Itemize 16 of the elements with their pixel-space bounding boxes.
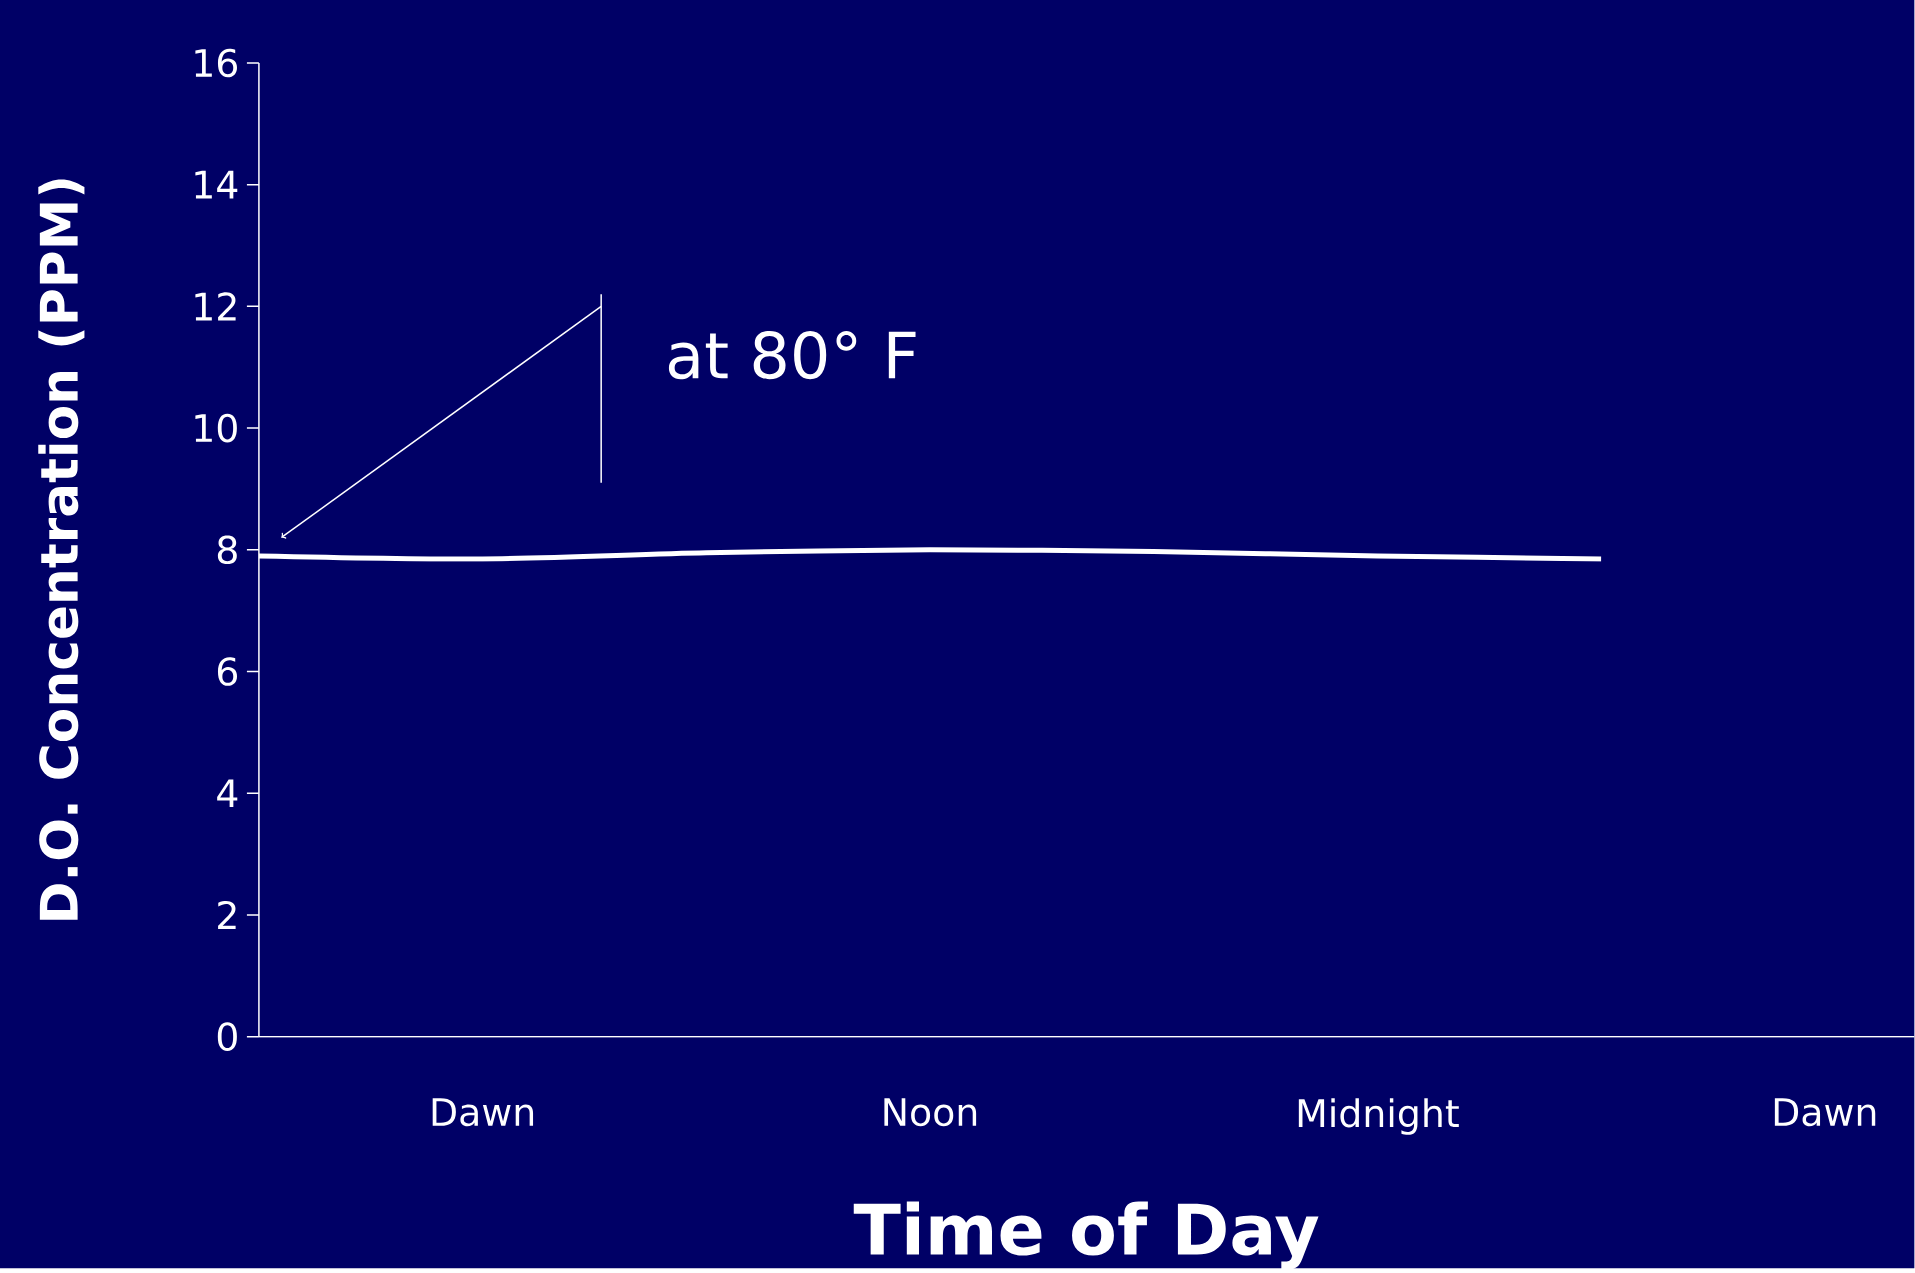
y-axis-title: D.O. Concentration (PPM) xyxy=(38,179,85,920)
y-tick-label: 0 xyxy=(217,1022,237,1051)
x-tick-label: Dawn xyxy=(432,1098,534,1127)
x-axis-title: Time of Day xyxy=(853,1201,1319,1270)
y-tick-label: 16 xyxy=(195,48,238,78)
annotation: at 80° F xyxy=(668,330,916,380)
y-tick-label: 10 xyxy=(195,413,237,443)
x-tick-label: Midnight xyxy=(1298,1098,1459,1135)
y-tick-label: 6 xyxy=(217,657,238,686)
y-tick-label: 8 xyxy=(217,535,237,565)
y-tick-label: 4 xyxy=(217,779,238,808)
x-tick-label: Dawn xyxy=(1774,1098,1876,1127)
x-tick-label: Noon xyxy=(884,1098,977,1127)
y-tick-label: 14 xyxy=(195,170,238,199)
y-tick-label: 12 xyxy=(195,292,236,321)
y-tick-label: 2 xyxy=(218,900,236,930)
